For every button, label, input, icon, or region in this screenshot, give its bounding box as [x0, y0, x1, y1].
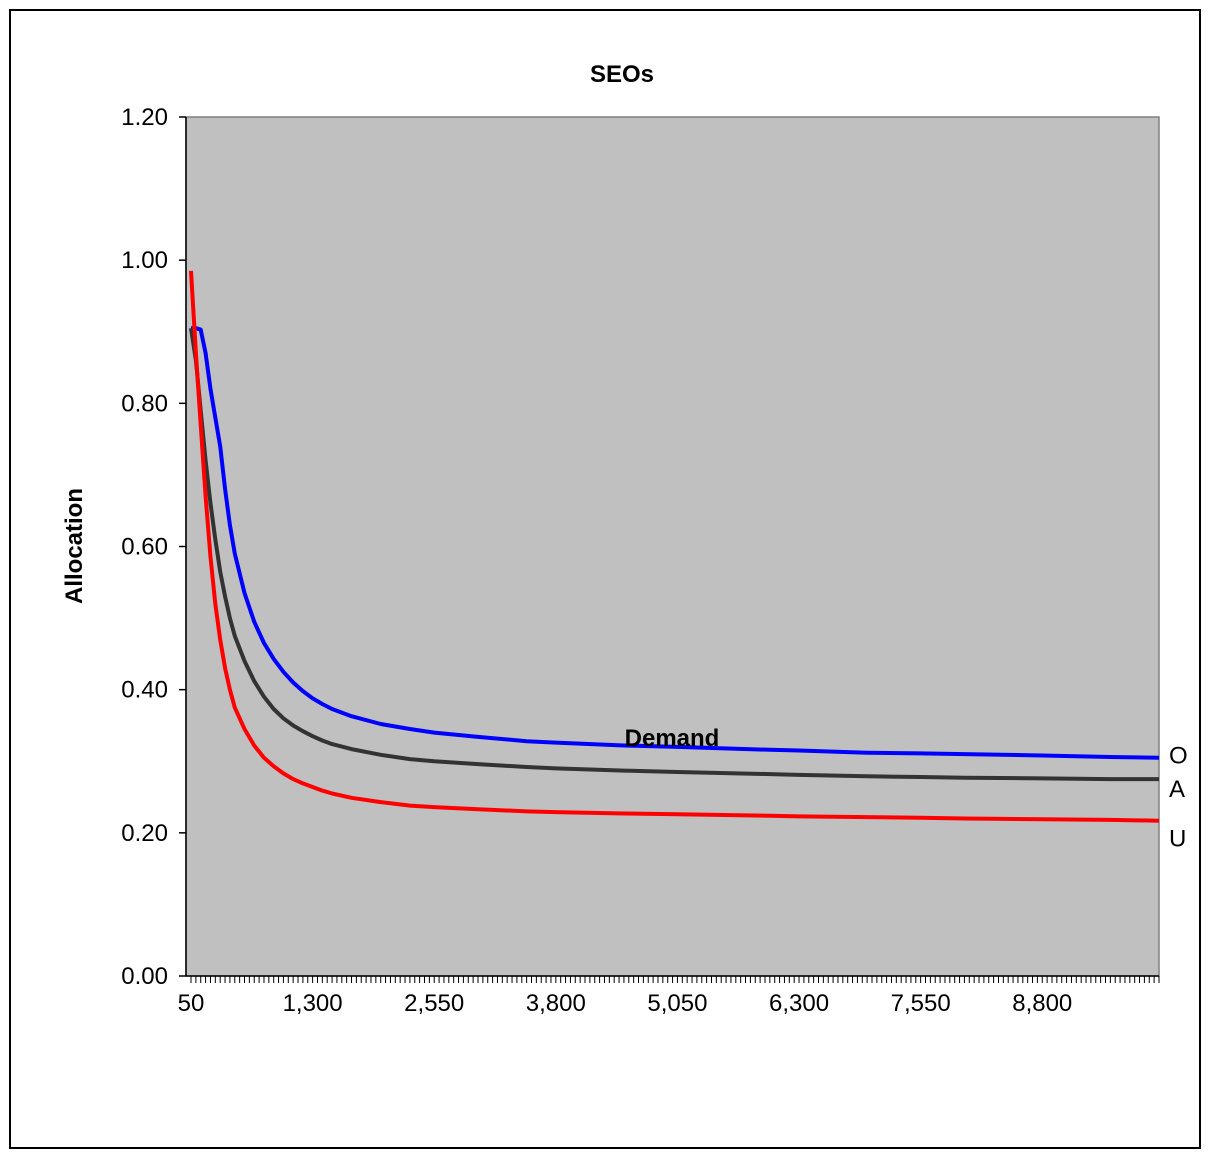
x-tick-label: 6,300	[769, 990, 829, 1017]
x-tick-label: 2,550	[404, 990, 464, 1017]
series-line-A	[189, 327, 1159, 782]
axes-layer: 0.00 0.20 0.40 0.60 0.80 1.00 1.20 50 1,300 2,550…	[121, 104, 1160, 1017]
x-tick-label: 1,300	[283, 990, 343, 1017]
series-layer: OAU	[189, 270, 1188, 853]
x-tick-label: 3,800	[526, 990, 586, 1017]
x-axis-title: Demand	[625, 725, 720, 752]
series-line-O	[191, 326, 1160, 760]
y-tick-label: 0.20	[121, 820, 168, 847]
chart-title: SEOs	[590, 61, 654, 88]
y-tick-label: 0.00	[121, 963, 168, 990]
x-tick-label: 5,050	[647, 990, 707, 1017]
plot-area	[185, 116, 1160, 977]
series-label-U: U	[1169, 826, 1186, 853]
series-line-U	[189, 270, 1160, 823]
series-label-O: O	[1169, 743, 1188, 770]
y-tick-label: 0.80	[121, 390, 168, 417]
y-tick-label: 0.60	[121, 534, 168, 561]
x-tick-label: 8,800	[1012, 990, 1072, 1017]
y-axis-title: Allocation	[61, 488, 88, 604]
x-tick-label: 50	[178, 990, 205, 1017]
y-tick-label: 1.00	[121, 247, 168, 274]
y-tick-label: 0.40	[121, 677, 168, 704]
x-tick-label: 7,550	[891, 990, 951, 1017]
y-tick-label: 1.20	[121, 104, 168, 131]
series-label-A: A	[1169, 776, 1185, 803]
